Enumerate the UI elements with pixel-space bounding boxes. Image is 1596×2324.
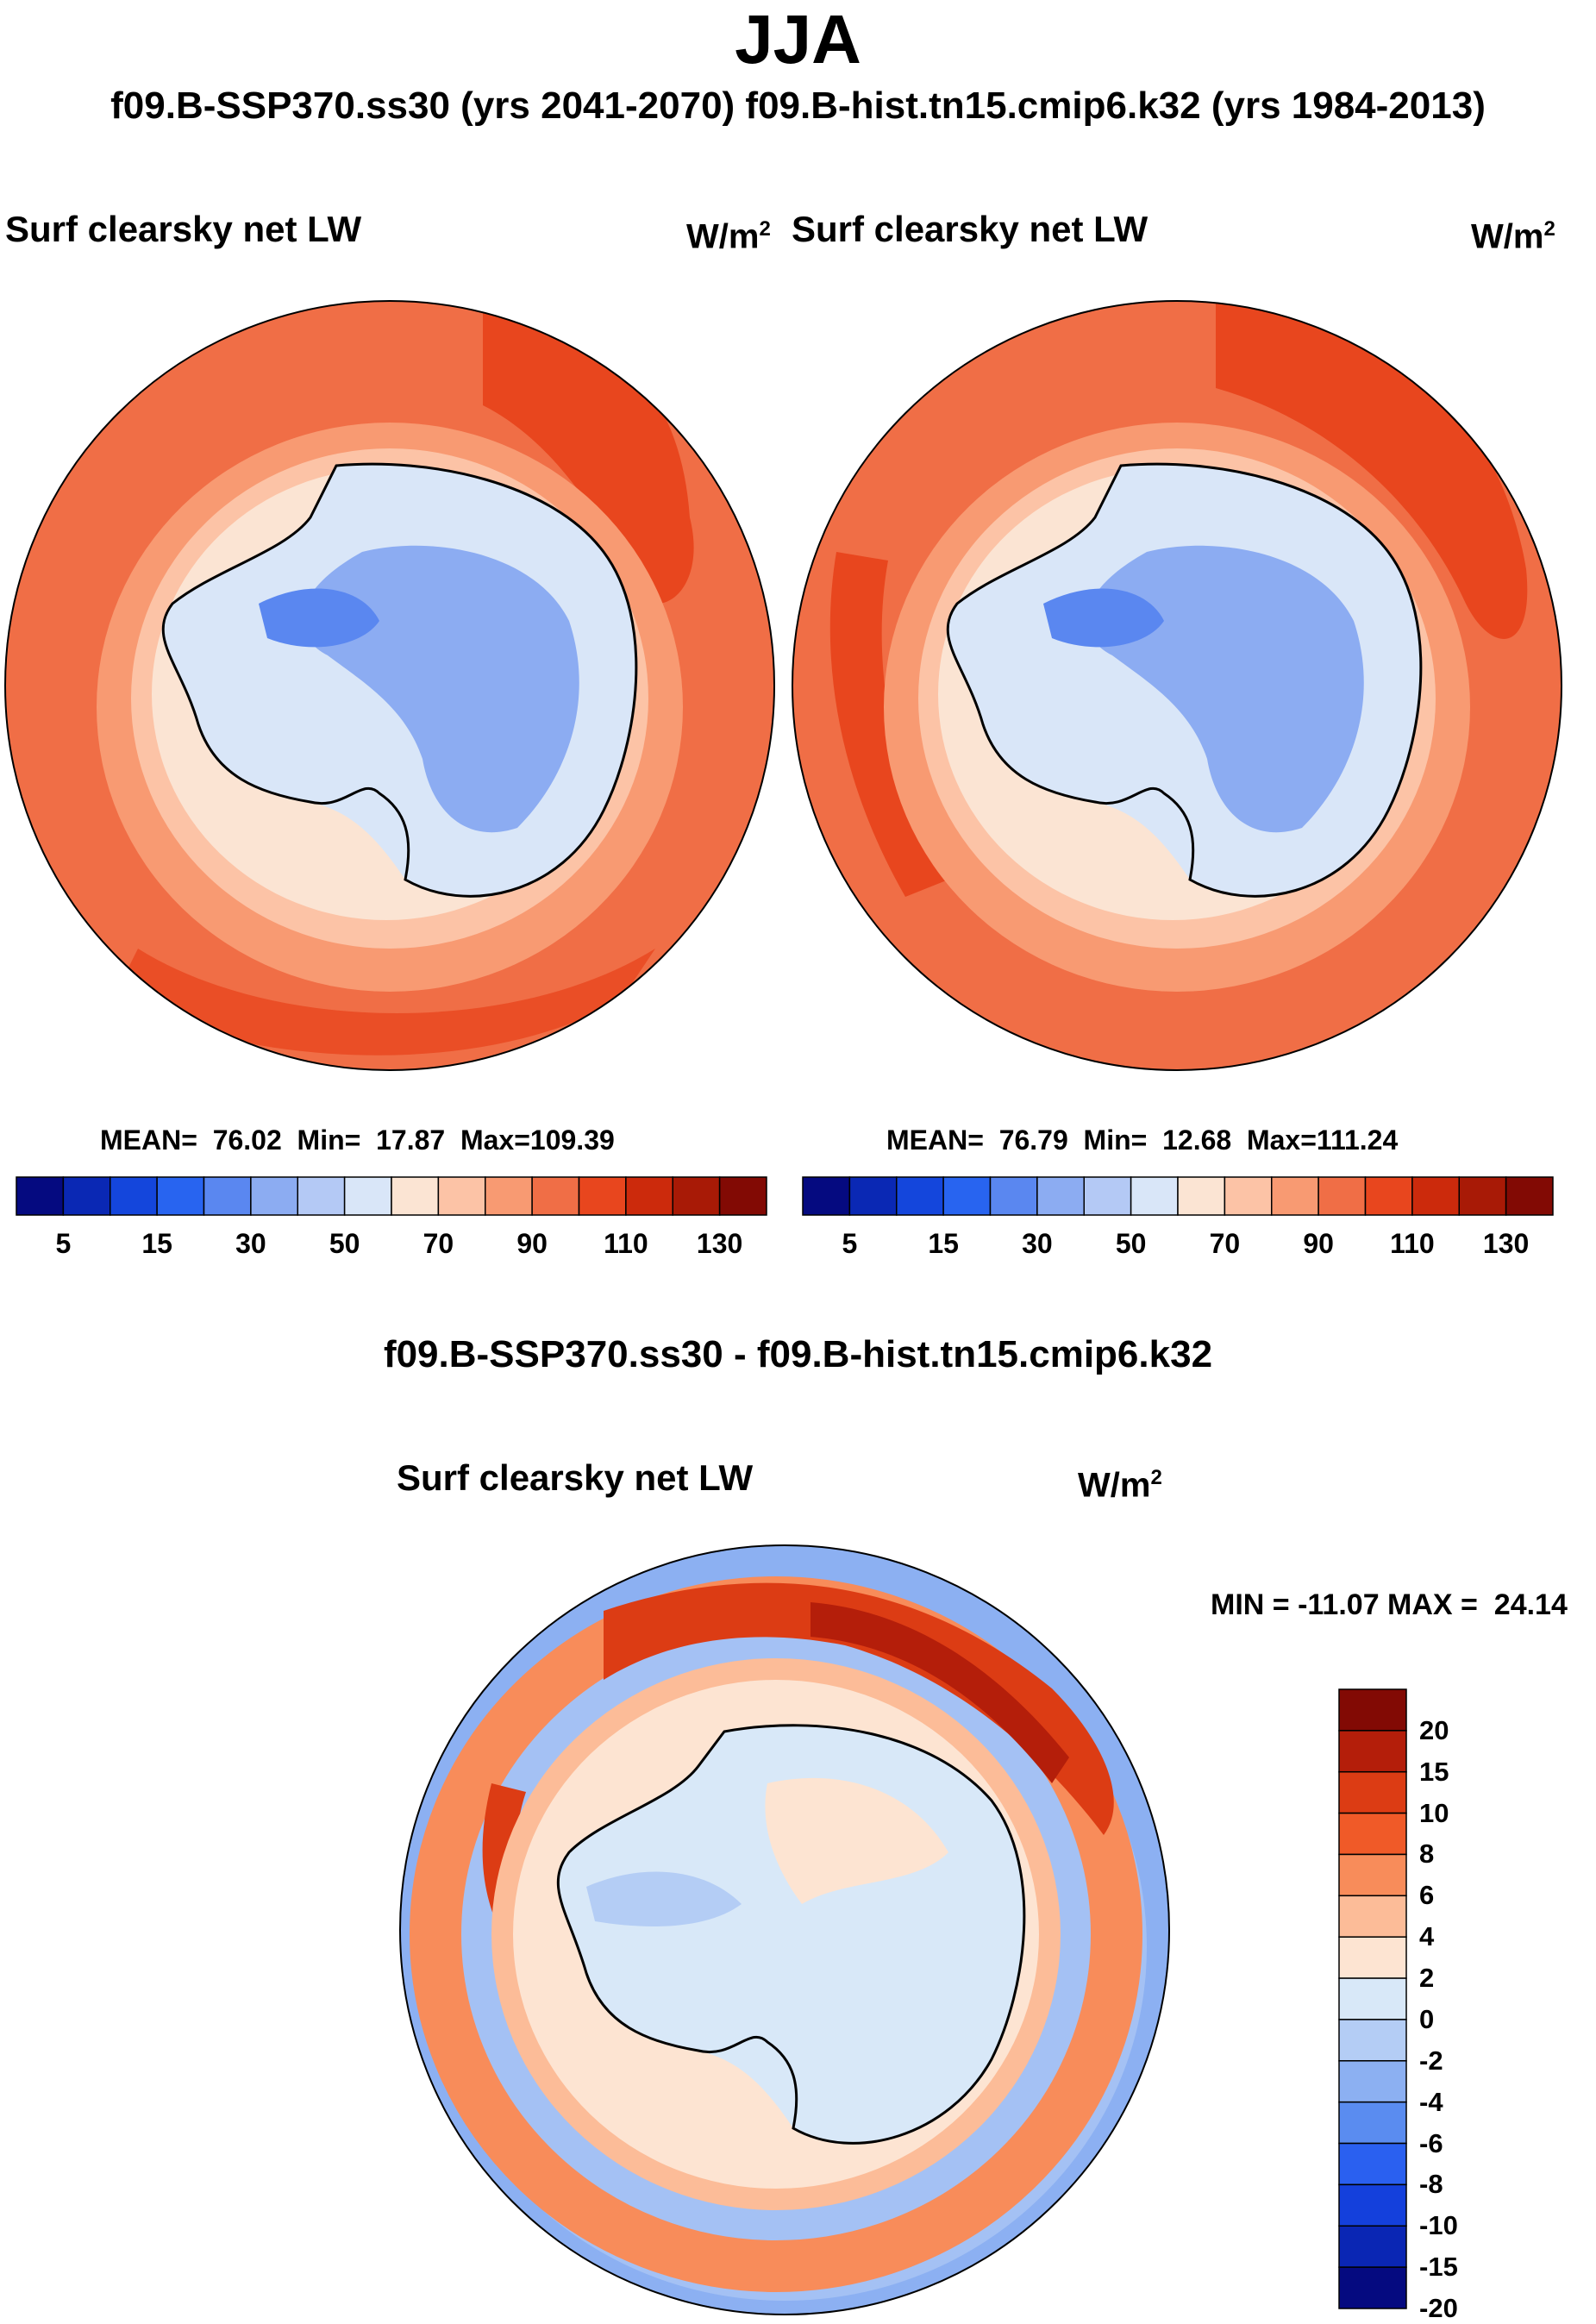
colorbar-swatch — [437, 1176, 486, 1216]
diff-colorbar — [1338, 1688, 1407, 2309]
panel1-colorbar — [16, 1176, 767, 1216]
colorbar-tick-label: 110 — [1390, 1228, 1435, 1259]
panel2-stats: MEAN= 76.79 Min= 12.68 Max=111.24 — [886, 1124, 1399, 1156]
panel1-colorbar-labels: 5 15 30 50 70 90 110 130 — [16, 1228, 767, 1262]
colorbar-tick-label: 130 — [696, 1228, 743, 1259]
colorbar-swatch — [1224, 1176, 1273, 1216]
colorbar-swatch — [250, 1176, 298, 1216]
colorbar-tick-label: 90 — [516, 1228, 548, 1259]
diff-colorbar-tick-label: 8 — [1419, 1839, 1435, 1870]
diff-colorbar-tick-label: -4 — [1419, 2086, 1443, 2117]
colorbar-tick-label: 130 — [1482, 1228, 1530, 1259]
colorbar-tick-label: 50 — [329, 1228, 360, 1259]
colorbar-swatch — [1036, 1176, 1085, 1216]
colorbar-tick-label: 30 — [235, 1228, 266, 1259]
diff-colorbar-swatch — [1338, 2266, 1407, 2309]
colorbar-swatch — [1364, 1176, 1413, 1216]
diff-colorbar-swatch — [1338, 1977, 1407, 2020]
season-title: JJA — [735, 1, 861, 78]
diff-colorbar-tick-label: -2 — [1419, 2045, 1443, 2076]
diff-colorbar-tick-label: 4 — [1419, 1921, 1435, 1952]
diff-colorbar-swatch — [1338, 1895, 1407, 1938]
colorbar-swatch — [485, 1176, 533, 1216]
diff-colorbar-swatch — [1338, 2101, 1407, 2145]
colorbar-swatch — [1505, 1176, 1554, 1216]
colorbar-swatch — [802, 1176, 851, 1216]
diff-colorbar-swatch — [1338, 1730, 1407, 1773]
colorbar-swatch — [1130, 1176, 1179, 1216]
colorbar-swatch — [110, 1176, 158, 1216]
experiment-subtitle: f09.B-SSP370.ss30 (yrs 2041-2070) f09.B-… — [110, 85, 1486, 127]
diff-panel-title: Surf clearsky net LW — [397, 1457, 754, 1498]
diff-colorbar-swatch — [1338, 2060, 1407, 2103]
colorbar-swatch — [625, 1176, 673, 1216]
colorbar-swatch — [16, 1176, 65, 1216]
diff-colorbar-tick-label: -15 — [1419, 2252, 1458, 2283]
colorbar-swatch — [62, 1176, 111, 1216]
colorbar-swatch — [718, 1176, 767, 1216]
colorbar-tick-label: 70 — [422, 1228, 454, 1259]
diff-colorbar-tick-label: 6 — [1419, 1880, 1435, 1911]
colorbar-swatch — [942, 1176, 992, 1216]
diff-colorbar-tick-label: -6 — [1419, 2127, 1443, 2158]
panel2-units: W/m2 — [1471, 217, 1555, 256]
diff-units: W/m2 — [1078, 1466, 1162, 1505]
colorbar-swatch — [896, 1176, 944, 1216]
diff-colorbar-tick-label: -8 — [1419, 2169, 1443, 2200]
colorbar-swatch — [1411, 1176, 1460, 1216]
colorbar-tick-label: 5 — [55, 1228, 72, 1259]
diff-colorbar-tick-label: 0 — [1419, 2003, 1435, 2034]
colorbar-swatch — [156, 1176, 205, 1216]
diff-minmax: MIN = -11.07 MAX = 24.14 — [1211, 1588, 1568, 1621]
colorbar-swatch — [391, 1176, 440, 1216]
diff-colorbar-tick-label: -10 — [1419, 2210, 1458, 2241]
colorbar-swatch — [1271, 1176, 1319, 1216]
colorbar-tick-label: 5 — [842, 1228, 858, 1259]
colorbar-swatch — [1083, 1176, 1132, 1216]
diff-colorbar-tick-label: 10 — [1419, 1797, 1449, 1828]
diff-title: f09.B-SSP370.ss30 - f09.B-hist.tn15.cmip… — [383, 1333, 1213, 1375]
colorbar-tick-label: 50 — [1115, 1228, 1147, 1259]
diff-colorbar-tick-label: 15 — [1419, 1756, 1449, 1787]
diff-colorbar-swatch — [1338, 1688, 1407, 1732]
colorbar-swatch — [1458, 1176, 1507, 1216]
diff-colorbar-tick-label: 20 — [1419, 1714, 1449, 1745]
colorbar-swatch — [848, 1176, 898, 1216]
diff-colorbar-tick-label: 2 — [1419, 1963, 1435, 1994]
colorbar-tick-label: 110 — [604, 1228, 648, 1259]
colorbar-swatch — [297, 1176, 346, 1216]
colorbar-swatch — [672, 1176, 721, 1216]
colorbar-swatch — [1177, 1176, 1226, 1216]
colorbar-tick-label: 15 — [141, 1228, 172, 1259]
diff-colorbar-swatch — [1338, 2019, 1407, 2062]
colorbar-swatch — [1317, 1176, 1367, 1216]
panel1-map — [4, 300, 775, 1071]
diff-colorbar-labels: 20 15 10 8 6 4 2 0 -2 -4 -6 -8 -10 -15 -20 — [1419, 1688, 1523, 2323]
diff-colorbar-swatch — [1338, 2225, 1407, 2268]
diff-colorbar-swatch — [1338, 2142, 1407, 2186]
colorbar-swatch — [531, 1176, 580, 1216]
colorbar-tick-label: 15 — [928, 1228, 959, 1259]
colorbar-swatch — [578, 1176, 627, 1216]
panel1-stats: MEAN= 76.02 Min= 17.87 Max=109.39 — [100, 1124, 615, 1156]
colorbar-tick-label: 70 — [1209, 1228, 1241, 1259]
panel2-colorbar-labels: 5 15 30 50 70 90 110 130 — [802, 1228, 1554, 1262]
colorbar-tick-label: 30 — [1022, 1228, 1053, 1259]
colorbar-swatch — [203, 1176, 252, 1216]
panel2-colorbar — [802, 1176, 1554, 1216]
panel2-title: Surf clearsky net LW — [792, 209, 1148, 249]
colorbar-swatch — [989, 1176, 1038, 1216]
panel2-map — [792, 300, 1562, 1071]
panel1-title: Surf clearsky net LW — [5, 209, 362, 249]
diff-colorbar-swatch — [1338, 1853, 1407, 1897]
colorbar-tick-label: 90 — [1303, 1228, 1334, 1259]
diff-colorbar-swatch — [1338, 1812, 1407, 1856]
diff-colorbar-tick-label: -20 — [1419, 2293, 1458, 2323]
panel1-units: W/m2 — [686, 217, 771, 256]
diff-map — [399, 1544, 1170, 2315]
diff-colorbar-swatch — [1338, 1936, 1407, 1979]
diff-colorbar-swatch — [1338, 2183, 1407, 2227]
diff-colorbar-swatch — [1338, 1770, 1407, 1814]
colorbar-swatch — [343, 1176, 392, 1216]
